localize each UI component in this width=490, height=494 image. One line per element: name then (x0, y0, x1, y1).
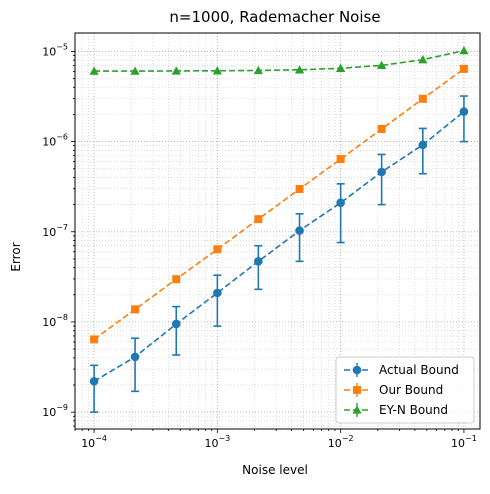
data-point (295, 185, 304, 194)
series-line (93, 68, 465, 341)
data-point (377, 60, 387, 70)
error-bar (90, 364, 99, 413)
y-axis-label: Error (9, 242, 23, 271)
data-point (253, 65, 263, 75)
data-point (254, 215, 263, 224)
series-layer (89, 46, 469, 413)
y-tick-label: 10−9 (42, 403, 68, 419)
data-point (171, 319, 181, 329)
series-2 (89, 46, 469, 75)
data-point (89, 66, 99, 75)
error-bar (377, 153, 386, 206)
x-tick-label: 10−1 (451, 434, 477, 450)
error-bar (213, 274, 222, 327)
x-tick-label: 10−2 (328, 434, 354, 450)
data-point (459, 64, 468, 73)
error-bar (459, 95, 468, 143)
y-tick-label: 10−6 (42, 133, 68, 149)
data-point (213, 245, 222, 254)
legend-item: EY-N Bound (344, 403, 448, 417)
data-point (172, 275, 181, 284)
error-bar (418, 127, 427, 175)
data-point (459, 107, 469, 116)
data-point (377, 124, 386, 133)
legend-marker (353, 386, 361, 394)
data-point (171, 66, 181, 75)
data-point (89, 376, 99, 386)
data-point (459, 46, 469, 55)
y-tick-label: 10−7 (42, 223, 68, 239)
data-point (294, 65, 305, 74)
legend-marker (352, 405, 362, 414)
data-point (336, 155, 345, 164)
data-point (418, 140, 428, 150)
legend-box (335, 356, 475, 424)
data-point (377, 167, 386, 177)
data-point (213, 288, 222, 298)
legend-label: Actual Bound (379, 363, 459, 377)
legend-item: Actual Bound (344, 363, 459, 377)
legend-marker (352, 365, 362, 375)
data-point (418, 94, 427, 103)
series-line (93, 110, 465, 382)
plot-frame (74, 32, 481, 430)
axis-ticks: 10−4 10−3 10−2 10−1 10−9 10−8 10−7 10−6 10−5 (42, 42, 477, 450)
legend-label: Our Bound (379, 383, 443, 397)
y-tick-label: 10−8 (42, 313, 68, 329)
error-bar (295, 213, 304, 263)
data-point (336, 198, 345, 208)
chart-title: n=1000, Rademacher Noise (169, 8, 380, 26)
legend-label: EY-N Bound (379, 403, 448, 417)
data-point (90, 335, 99, 344)
legend-item: Our Bound (344, 383, 443, 397)
data-point (212, 66, 222, 75)
x-axis-label: Noise level (242, 463, 308, 477)
data-point (418, 55, 428, 64)
data-point (130, 66, 140, 75)
error-bar (336, 183, 345, 244)
data-point (131, 305, 140, 314)
series-line (94, 49, 465, 72)
error-bar (254, 244, 263, 291)
data-point (130, 352, 140, 362)
series-1 (90, 64, 468, 344)
data-point (254, 257, 263, 266)
x-tick-label: 10−4 (81, 434, 107, 450)
y-tick-label: 10−5 (42, 42, 68, 58)
legend: Actual Bound Our Bound EY-N Bound (335, 356, 475, 424)
x-tick-label: 10−3 (204, 434, 230, 450)
error-bar (131, 337, 140, 393)
data-point (336, 63, 346, 72)
data-point (295, 226, 304, 235)
series-0 (89, 95, 469, 413)
error-bar (172, 305, 181, 356)
